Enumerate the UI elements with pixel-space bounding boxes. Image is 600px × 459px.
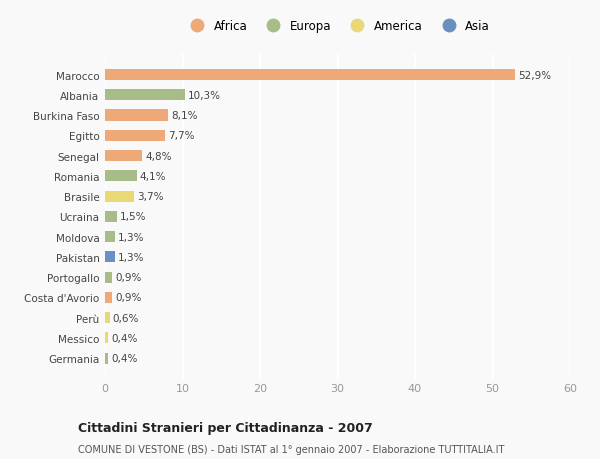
Bar — [105, 313, 110, 324]
Text: 1,5%: 1,5% — [120, 212, 146, 222]
Bar — [105, 191, 134, 202]
Text: 0,4%: 0,4% — [111, 353, 137, 364]
Bar — [105, 211, 116, 223]
Bar — [105, 151, 142, 162]
Bar — [105, 292, 112, 303]
Bar — [105, 171, 137, 182]
Bar — [105, 110, 168, 121]
Bar — [105, 252, 115, 263]
Bar — [105, 231, 115, 243]
Text: 1,3%: 1,3% — [118, 252, 145, 262]
Text: 1,3%: 1,3% — [118, 232, 145, 242]
Text: Cittadini Stranieri per Cittadinanza - 2007: Cittadini Stranieri per Cittadinanza - 2… — [78, 421, 373, 434]
Text: 0,9%: 0,9% — [115, 273, 142, 283]
Bar — [105, 130, 164, 141]
Bar — [105, 90, 185, 101]
Bar — [105, 70, 515, 81]
Legend: Africa, Europa, America, Asia: Africa, Europa, America, Asia — [181, 16, 494, 38]
Text: 7,7%: 7,7% — [168, 131, 194, 141]
Text: 4,1%: 4,1% — [140, 172, 166, 181]
Text: 0,4%: 0,4% — [111, 333, 137, 343]
Bar — [105, 353, 108, 364]
Text: 8,1%: 8,1% — [171, 111, 197, 121]
Text: 0,6%: 0,6% — [113, 313, 139, 323]
Text: 52,9%: 52,9% — [518, 70, 551, 80]
Text: 0,9%: 0,9% — [115, 293, 142, 303]
Bar — [105, 333, 108, 344]
Text: 10,3%: 10,3% — [188, 90, 221, 101]
Text: COMUNE DI VESTONE (BS) - Dati ISTAT al 1° gennaio 2007 - Elaborazione TUTTITALIA: COMUNE DI VESTONE (BS) - Dati ISTAT al 1… — [78, 444, 505, 454]
Bar — [105, 272, 112, 283]
Text: 3,7%: 3,7% — [137, 192, 163, 202]
Text: 4,8%: 4,8% — [145, 151, 172, 161]
